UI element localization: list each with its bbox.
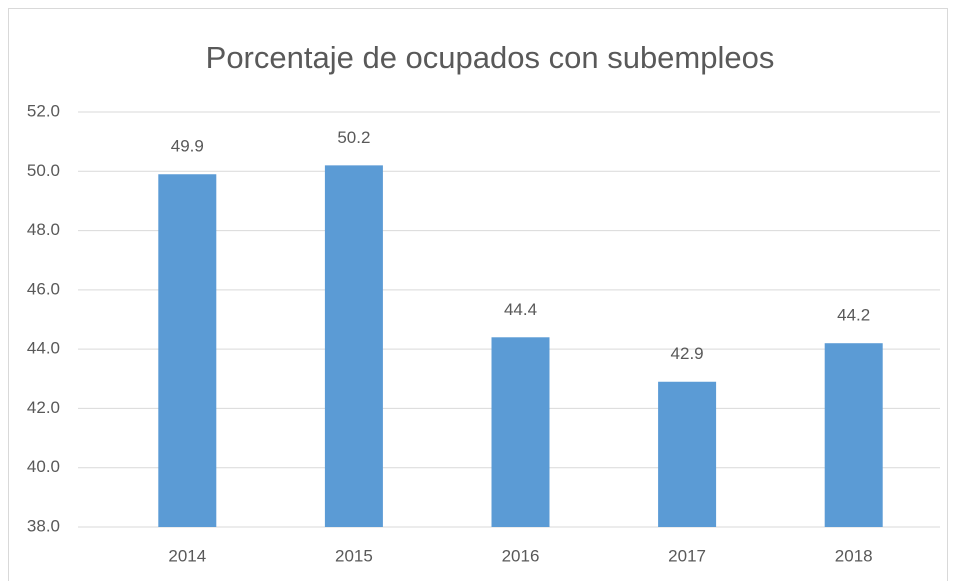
y-tick-label: 52.0 [27, 101, 60, 120]
data-label: 49.9 [171, 137, 204, 156]
data-label: 44.4 [504, 300, 537, 319]
bar [158, 174, 217, 527]
x-tick-label: 2015 [335, 546, 373, 565]
data-label: 42.9 [671, 344, 704, 363]
y-tick-label: 50.0 [27, 161, 60, 180]
data-label: 50.2 [337, 128, 370, 147]
y-tick-label: 46.0 [27, 279, 60, 298]
chart-title: Porcentaje de ocupados con subempleos [206, 40, 775, 75]
x-tick-label: 2017 [668, 546, 706, 565]
x-tick-label: 2016 [502, 546, 540, 565]
bar [324, 165, 383, 527]
x-tick-label: 2014 [168, 546, 206, 565]
bar [491, 337, 550, 527]
data-label: 44.2 [837, 306, 870, 325]
bar [658, 381, 717, 527]
x-tick-label: 2018 [835, 546, 873, 565]
chart-border [8, 8, 948, 581]
y-tick-label: 48.0 [27, 220, 60, 239]
bar [824, 343, 883, 527]
y-tick-label: 42.0 [27, 398, 60, 417]
y-tick-label: 38.0 [27, 516, 60, 535]
y-tick-label: 44.0 [27, 339, 60, 358]
y-tick-label: 40.0 [27, 457, 60, 476]
